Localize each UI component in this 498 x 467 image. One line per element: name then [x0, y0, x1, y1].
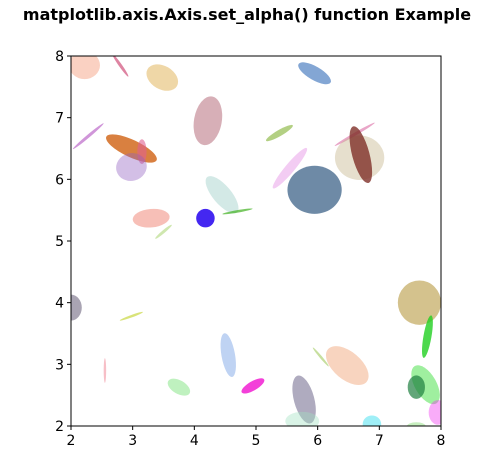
x-tick-label-2: 4	[190, 433, 199, 449]
ellipse-point-30	[421, 315, 433, 358]
ellipse-point-5	[72, 123, 104, 150]
ellipse-point-35	[285, 411, 320, 426]
ellipse-point-24	[167, 378, 191, 396]
x-tick-label-5: 7	[375, 433, 384, 449]
ellipse-point-3	[298, 62, 331, 85]
ellipse-point-27	[312, 347, 329, 367]
ellipse-point-26	[292, 375, 316, 424]
x-axis: 2 3 4 5 6 7 8	[67, 426, 446, 449]
ellipse-point-4	[193, 96, 223, 146]
x-tick-label-3: 5	[252, 433, 261, 449]
chart-title: matplotlib.axis.Axis.set_alpha() functio…	[23, 5, 471, 24]
y-tick-label-2: 4	[55, 296, 64, 312]
ellipse-point-31	[411, 365, 440, 405]
ellipse-point-1	[112, 56, 129, 77]
ellipse-point-13	[155, 224, 172, 239]
ellipse-point-20	[71, 294, 82, 321]
ellipse-point-0	[71, 56, 100, 80]
ellipse-point-36	[407, 422, 426, 426]
ellipse-point-21	[119, 311, 144, 321]
y-tick-label-5: 7	[55, 111, 64, 127]
ellipse-point-9	[205, 176, 239, 214]
y-tick-label-6: 8	[55, 49, 64, 65]
x-tick-label-6: 8	[437, 433, 446, 449]
ellipse-point-28	[325, 346, 369, 385]
ellipse-point-15	[272, 147, 308, 189]
x-tick-label-1: 3	[128, 433, 137, 449]
x-tick-label-4: 6	[313, 433, 322, 449]
ellipse-point-34	[362, 415, 382, 426]
y-axis: 2 3 4 5 6 7 8	[55, 49, 71, 435]
y-tick-label-4: 6	[55, 172, 64, 188]
y-tick-label-3: 5	[55, 234, 64, 250]
ellipse-point-29	[397, 280, 441, 325]
axes-frame	[70, 55, 442, 427]
y-tick-label-0: 2	[55, 419, 64, 435]
ellipse-point-33	[428, 400, 441, 425]
ellipse-point-14	[265, 124, 293, 142]
ellipse-point-16	[287, 165, 342, 214]
ellipse-point-2	[146, 64, 179, 91]
ellipse-point-23	[220, 333, 236, 377]
ellipse-point-22	[103, 358, 107, 383]
ellipse-point-25	[241, 378, 265, 394]
ellipse-point-8	[116, 153, 147, 181]
ellipse-point-11	[222, 208, 253, 215]
ellipse-point-32	[407, 375, 425, 399]
x-tick-label-0: 2	[67, 433, 76, 449]
ellipse-layer	[71, 56, 441, 426]
ellipse-point-19	[349, 126, 373, 184]
y-tick-label-1: 3	[55, 357, 64, 373]
ellipse-point-10	[196, 208, 215, 228]
ellipse-point-7	[137, 139, 147, 164]
ellipse-point-12	[132, 208, 170, 228]
